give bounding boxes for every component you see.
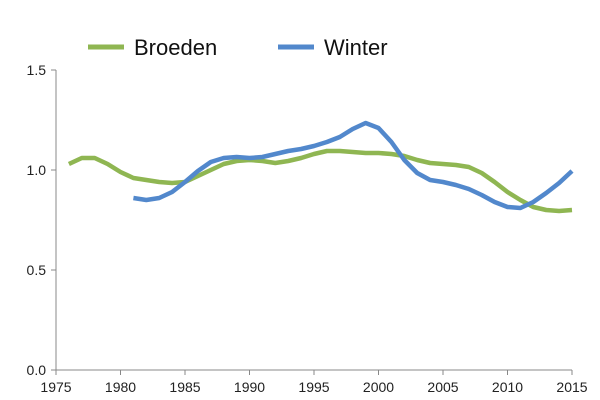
series-line-broeden xyxy=(67,148,573,214)
axes xyxy=(51,69,573,375)
x-tick-label: 2015 xyxy=(556,379,587,395)
series-lines xyxy=(67,120,574,214)
x-tick-label: 2010 xyxy=(492,379,523,395)
legend: Broeden Winter xyxy=(88,35,388,60)
legend-label-winter: Winter xyxy=(324,35,388,60)
x-tick-label: 1985 xyxy=(169,379,200,395)
x-tick-label: 1990 xyxy=(234,379,265,395)
y-tick-label: 1.0 xyxy=(27,162,47,178)
y-tick-label: 0.5 xyxy=(27,262,47,278)
x-tick-label: 1975 xyxy=(40,379,71,395)
x-tick-label: 1980 xyxy=(105,379,136,395)
series-line-winter xyxy=(133,120,574,211)
y-tick-label: 1.5 xyxy=(27,62,47,78)
x-tick-label: 1995 xyxy=(298,379,329,395)
legend-label-broeden: Broeden xyxy=(134,35,217,60)
y-tick-label: 0.0 xyxy=(27,362,47,378)
tick-labels: 0.0 0.5 1.0 1.5 1975 1980 1985 1990 1995 2000 2005… xyxy=(27,62,588,395)
x-tick-label: 2000 xyxy=(363,379,394,395)
x-tick-label: 2005 xyxy=(427,379,458,395)
